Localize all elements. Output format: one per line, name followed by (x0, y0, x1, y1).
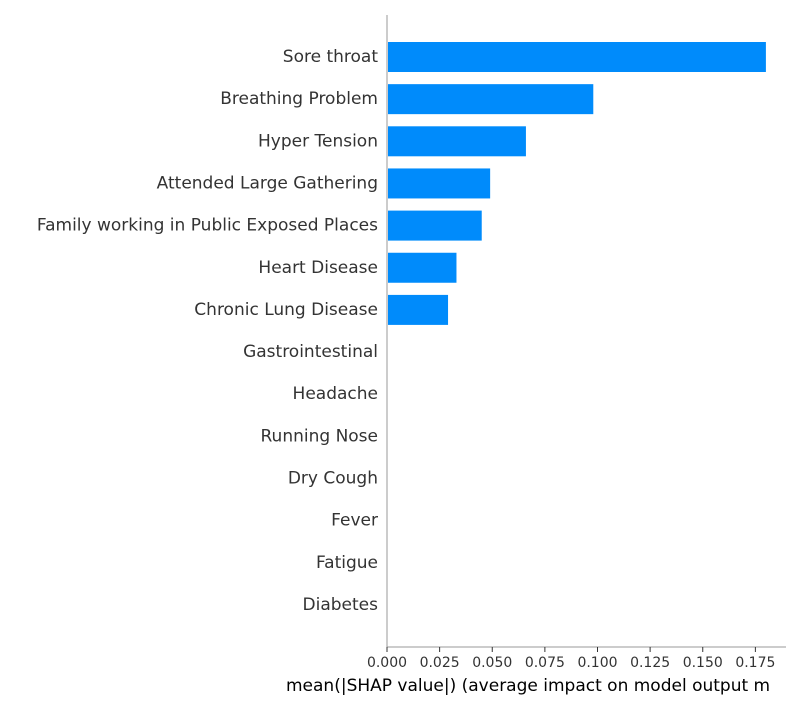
y-label-diabetes: Diabetes (303, 595, 379, 615)
x-tick-label: 0.125 (630, 655, 670, 671)
y-label-hyper-tension: Hyper Tension (258, 131, 378, 151)
y-label-headache: Headache (293, 384, 378, 404)
bar-attended-large-gathering (388, 168, 491, 199)
y-label-gastrointestinal: Gastrointestinal (243, 342, 378, 362)
y-label-running-nose: Running Nose (261, 426, 379, 446)
bar-hyper-tension (388, 126, 526, 157)
bar-heart-disease (388, 252, 457, 283)
x-tick-label: 0.150 (683, 655, 723, 671)
bars-layer (388, 42, 766, 325)
y-label-attended-large-gathering: Attended Large Gathering (157, 173, 378, 193)
x-tick-label: 0.175 (735, 655, 775, 671)
bar-sore-throat (388, 42, 766, 72)
y-label-family-working-in-public-exposed-places: Family working in Public Exposed Places (37, 216, 378, 236)
bar-family-working-in-public-exposed-places (388, 210, 482, 241)
bar-chronic-lung-disease (388, 294, 449, 325)
y-label-breathing-problem: Breathing Problem (220, 89, 378, 109)
x-tick-label: 0.050 (472, 655, 512, 671)
x-axis-label: mean(|SHAP value|) (average impact on mo… (286, 676, 770, 696)
y-label-fatigue: Fatigue (316, 553, 378, 573)
y-label-heart-disease: Heart Disease (258, 258, 378, 278)
x-ticks-layer: 0.000 0.025 0.050 0.075 0.100 0.125 0.150 0.175 (367, 647, 775, 671)
y-label-dry-cough: Dry Cough (288, 469, 378, 489)
x-tick-label: 0.100 (577, 655, 617, 671)
x-tick-label: 0.025 (420, 655, 460, 671)
x-tick-label: 0.000 (367, 655, 407, 671)
bar-breathing-problem (388, 84, 594, 115)
y-labels-layer: Sore throat Breathing Problem Hyper Tensio… (37, 47, 378, 615)
x-tick-label: 0.075 (525, 655, 565, 671)
y-label-chronic-lung-disease: Chronic Lung Disease (194, 300, 378, 320)
y-label-fever: Fever (331, 511, 378, 531)
y-label-sore-throat: Sore throat (283, 47, 379, 67)
